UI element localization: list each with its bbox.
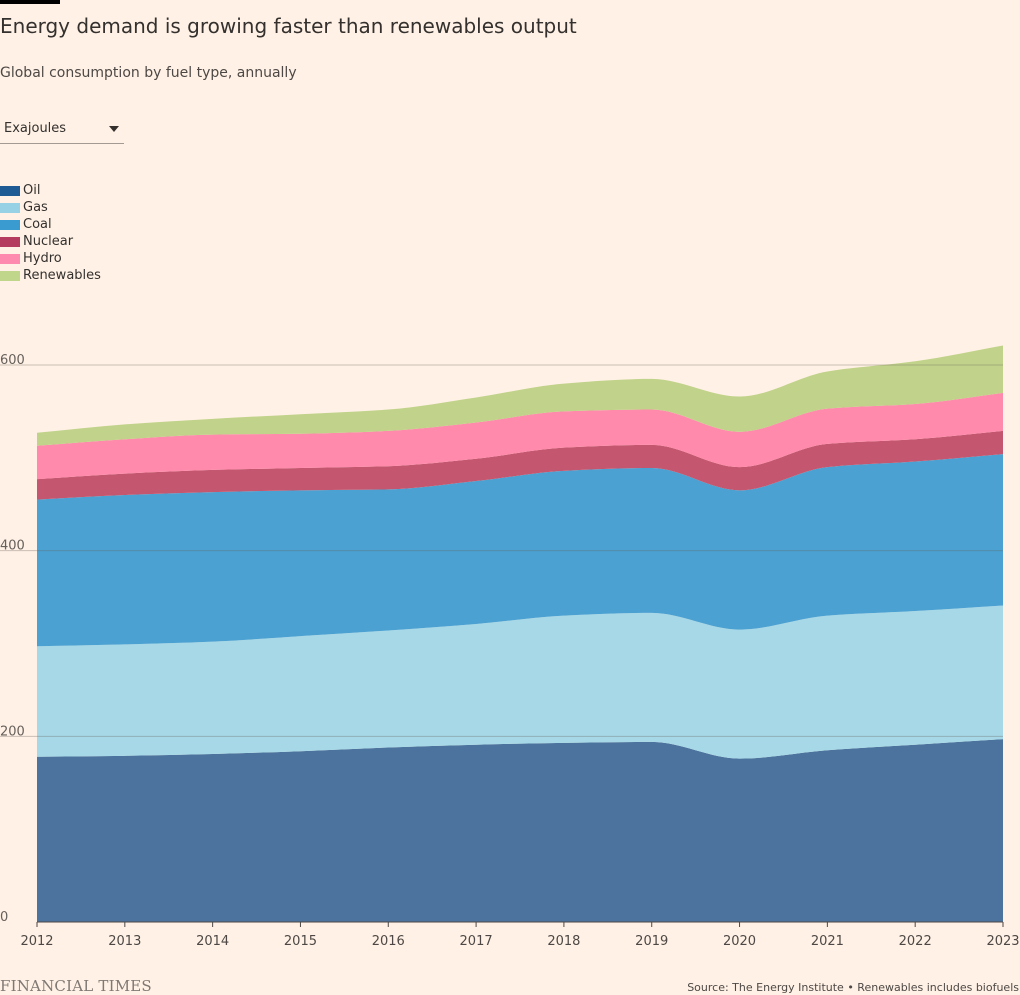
legend-item-hydro: Hydro xyxy=(0,250,101,267)
legend-label: Oil xyxy=(23,183,41,198)
x-tick-label: 2022 xyxy=(899,934,932,949)
x-tick-label: 2018 xyxy=(547,934,580,949)
area-oil xyxy=(37,739,1003,922)
legend-item-coal: Coal xyxy=(0,216,101,233)
legend-swatch xyxy=(0,236,20,247)
legend-item-gas: Gas xyxy=(0,199,101,216)
legend-label: Hydro xyxy=(23,251,62,266)
legend-label: Coal xyxy=(23,217,52,232)
chart-title: Energy demand is growing faster than ren… xyxy=(0,14,577,38)
x-tick-label: 2020 xyxy=(723,934,756,949)
legend-swatch xyxy=(0,185,20,196)
legend-label: Gas xyxy=(23,200,48,215)
x-tick-label: 2021 xyxy=(811,934,844,949)
y-tick-label: 400 xyxy=(0,539,25,554)
x-tick-label: 2012 xyxy=(20,934,53,949)
source-note: Source: The Energy Institute • Renewable… xyxy=(687,981,1019,994)
chart-subtitle: Global consumption by fuel type, annuall… xyxy=(0,65,297,81)
x-tick-label: 2019 xyxy=(635,934,668,949)
chart-legend: Oil Gas Coal Nuclear Hydro Renewables xyxy=(0,182,101,284)
legend-item-nuclear: Nuclear xyxy=(0,233,101,250)
legend-item-oil: Oil xyxy=(0,182,101,199)
x-tick-label: 2013 xyxy=(108,934,141,949)
legend-label: Nuclear xyxy=(23,234,74,249)
y-tick-label: 200 xyxy=(0,724,25,739)
x-tick-label: 2015 xyxy=(284,934,317,949)
brand-bar xyxy=(0,0,60,4)
x-tick-label: 2016 xyxy=(372,934,405,949)
legend-item-renewables: Renewables xyxy=(0,267,101,284)
x-tick-label: 2014 xyxy=(196,934,229,949)
legend-swatch xyxy=(0,202,20,213)
legend-swatch xyxy=(0,270,20,281)
unit-dropdown-value: Exajoules xyxy=(4,121,67,136)
legend-swatch xyxy=(0,253,20,264)
y-tick-label: 0 xyxy=(0,910,8,925)
legend-label: Renewables xyxy=(23,268,101,283)
chevron-down-icon xyxy=(109,126,119,132)
area-nuclear xyxy=(37,430,1003,500)
stacked-area-chart: 0 200 400 600 2012 2013 2014 2015 2016 2017 2018 20… xyxy=(0,345,1020,949)
area-hydro xyxy=(37,392,1003,480)
legend-swatch xyxy=(0,219,20,230)
unit-dropdown[interactable]: Exajoules xyxy=(0,114,124,144)
area-coal xyxy=(37,454,1003,647)
x-tick-label: 2017 xyxy=(460,934,493,949)
area-gas xyxy=(37,605,1003,759)
area-renewables xyxy=(37,345,1003,446)
x-tick-label: 2023 xyxy=(986,934,1019,949)
ft-logo: FINANCIAL TIMES xyxy=(0,977,152,995)
y-tick-label: 600 xyxy=(0,353,25,368)
